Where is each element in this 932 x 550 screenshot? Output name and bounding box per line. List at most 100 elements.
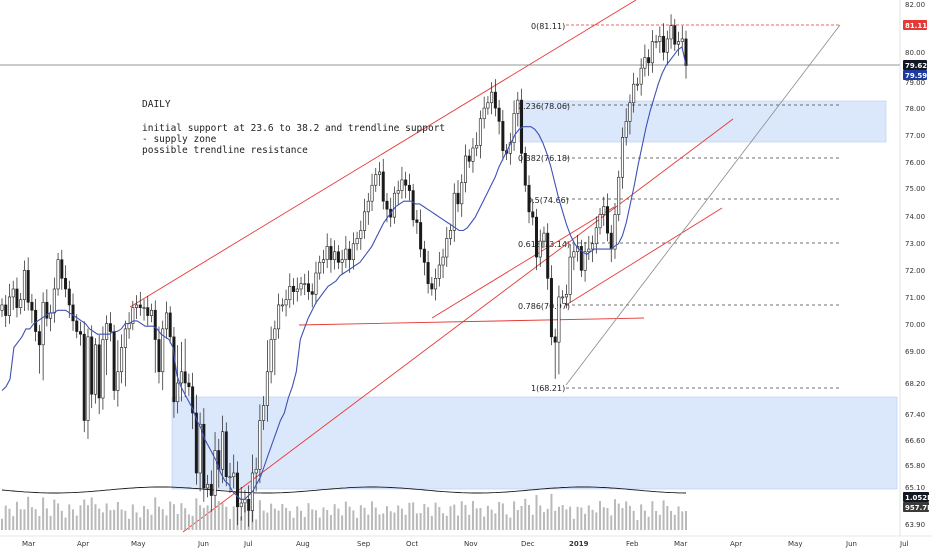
candle [93,338,97,404]
annotation: DAILY initial support at 23.6 to 38.2 an… [142,99,445,156]
trend-lines [129,0,841,533]
volume-bar [677,506,680,530]
volume-bar [565,509,568,530]
candle [146,296,150,326]
candle [120,334,124,384]
candle-body-up [624,121,628,138]
volume-bar [636,520,639,530]
candle-body-down [426,262,430,284]
candle [396,180,400,205]
candle-body-up [265,371,269,406]
candle-body-down [183,371,187,384]
volume-bar [169,501,172,530]
candle [650,30,654,73]
volume-bar [528,505,531,530]
candle [669,14,673,49]
x-tick-label: Mar [674,540,687,548]
candle [516,91,520,127]
candle [30,294,34,324]
candle [153,300,157,373]
candle-body-up [258,420,262,470]
candle [273,320,277,376]
candle-body-down [579,246,583,271]
y-axis[interactable]: 82.0081.0080.0079.0078.0077.0076.0075.00… [899,0,932,536]
candle-body-up [460,182,464,205]
volume-bar [172,504,175,530]
candle [452,183,456,242]
candle-body-up [269,339,273,373]
y-tick-label: 79.00 [905,79,925,87]
candle [594,216,598,254]
volume-bar [550,493,553,530]
candle [583,241,587,282]
volume-bar [19,509,22,530]
y-tick-label: 75.00 [905,185,925,193]
candle-body-up [591,243,595,250]
candle-body-up [512,113,516,143]
candle [336,245,340,270]
volume-bar [210,509,213,530]
candle-body-up [561,296,565,299]
volume-bar [341,515,344,530]
candle-body-down [30,301,34,311]
fib-label-0786: 0.786(70.97) [518,302,570,311]
candle [673,18,677,51]
candle-body-up [127,323,131,330]
volume-bar [561,505,564,530]
volume-bar [546,508,549,530]
candle [112,324,116,400]
x-axis[interactable]: Mar Apr May Jun Jul Aug Sep Oct Nov Dec 2019 Feb Mar… [0,535,932,548]
candle-body-down [15,288,19,308]
candle [404,171,408,199]
candle [325,233,329,268]
candle-body-up [101,339,105,399]
candle [235,461,239,526]
candle-body-up [613,214,617,250]
candle-body-up [179,371,183,384]
volume-bar [292,517,295,530]
volume-bar [8,508,11,530]
candle-body-up [198,423,202,474]
candle [209,470,213,512]
candle-body-down [75,320,79,332]
volume-bar [647,516,650,530]
volume-bar [367,514,370,530]
candle-body-up [105,323,109,340]
volume-bar [176,514,179,530]
volume-bar [673,514,676,530]
y-tick-label: 69.00 [905,348,925,356]
candle [318,255,322,280]
candle-body-down [209,483,213,496]
y-tick-label: 73.00 [905,240,925,248]
candle [632,72,636,113]
volume-bar [498,502,501,530]
candle-body-up [351,243,355,261]
volume-bar [314,510,317,530]
candle [78,321,82,346]
candle [142,299,146,321]
candle [22,260,26,312]
candle-body-up [120,347,124,373]
candle [463,144,467,193]
volume-bar [427,507,430,530]
volume-bar [94,504,97,530]
candle-body-down [97,344,101,399]
volume-bar [101,512,104,530]
candle-body-up [228,476,232,479]
x-tick-label: Mar [22,540,35,548]
candle-body-down [411,190,415,221]
candle [654,34,658,49]
candle [542,226,546,248]
candle [602,196,606,226]
candle-body-up [587,248,591,253]
candle-body-up [288,286,292,300]
candle-body-up [434,278,438,290]
candle [381,158,385,210]
candle-body-down [34,309,38,332]
candle [224,422,228,487]
candle [4,295,8,328]
candle-body-up [635,83,639,86]
candle-body-down [108,323,112,332]
candle [26,257,30,311]
